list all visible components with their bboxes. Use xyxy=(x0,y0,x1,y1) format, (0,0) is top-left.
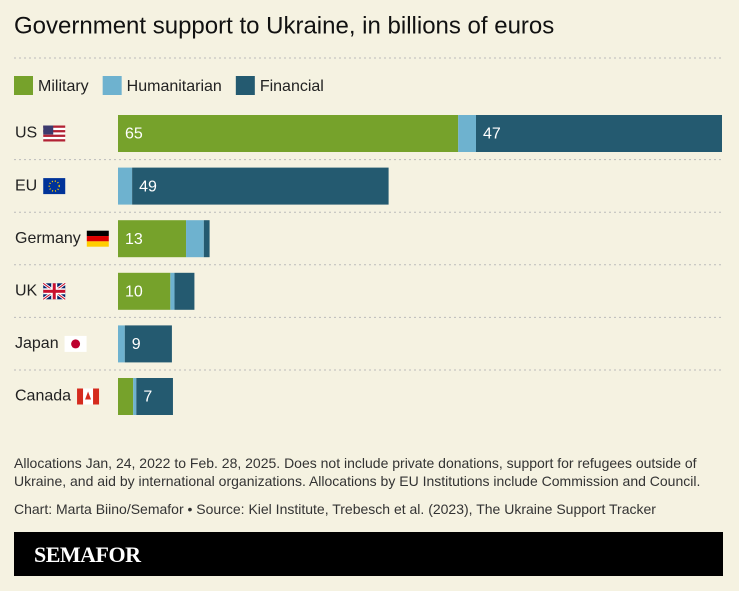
legend-swatch xyxy=(102,76,122,95)
chart: Government support to Ukraine, in billio… xyxy=(14,12,723,415)
flag-part xyxy=(86,241,109,247)
data-label: 65 xyxy=(125,126,143,143)
flag-part xyxy=(43,178,66,195)
bar-segment xyxy=(118,272,171,310)
data-label: 9 xyxy=(132,336,141,353)
flag-part xyxy=(43,125,54,135)
bar-segment xyxy=(118,115,459,152)
data-label: 47 xyxy=(483,126,501,143)
flag-part xyxy=(48,180,60,192)
flag-part xyxy=(43,139,66,142)
chart-title: Government support to Ukraine, in billio… xyxy=(14,12,554,39)
flag-part xyxy=(93,388,100,405)
data-label: 10 xyxy=(125,284,143,301)
flag-part xyxy=(85,391,92,400)
flag-part xyxy=(86,236,109,242)
brand: SEMAFOR xyxy=(34,542,141,567)
flag-part xyxy=(86,230,109,237)
flag xyxy=(77,388,100,405)
bar-segment xyxy=(458,115,477,152)
category-label: UK xyxy=(15,283,38,300)
bar-segment xyxy=(170,272,175,310)
bar-segment xyxy=(203,220,210,258)
bar-segment xyxy=(118,378,134,415)
brand-bar: SEMAFOR xyxy=(14,532,723,576)
flag-part xyxy=(71,339,81,349)
legend-label: Financial xyxy=(260,78,324,95)
bar-segment xyxy=(124,325,172,363)
category-label: Germany xyxy=(15,230,81,247)
category-label: Canada xyxy=(15,388,71,405)
flag xyxy=(43,178,66,195)
bar-segment xyxy=(136,378,173,415)
bar-segment xyxy=(133,378,137,415)
legend-label: Military xyxy=(38,78,89,95)
flag-part xyxy=(77,388,84,405)
data-label: 7 xyxy=(143,389,152,406)
category-label: Japan xyxy=(15,335,59,352)
bar-segment xyxy=(132,167,389,205)
category-label: US xyxy=(15,125,37,142)
data-label: 49 xyxy=(139,178,157,195)
data-label: 13 xyxy=(125,231,143,248)
legend-label: Humanitarian xyxy=(127,78,222,95)
flag-part xyxy=(43,134,66,137)
flag-part xyxy=(43,125,66,128)
flag xyxy=(86,230,109,247)
credit: Chart: Marta Biino/Semafor • Source: Kie… xyxy=(14,501,656,517)
bar-segment xyxy=(186,220,204,258)
bar-segment xyxy=(476,115,722,152)
bar-segment xyxy=(118,220,187,258)
category-label: EU xyxy=(15,177,37,194)
legend-swatch xyxy=(14,76,33,95)
flag-part xyxy=(43,289,66,293)
legend-swatch xyxy=(235,76,255,95)
flag xyxy=(43,125,66,142)
flag xyxy=(64,335,87,352)
bar-segment xyxy=(118,325,125,363)
bar-segment xyxy=(174,272,195,310)
note: Allocations Jan, 24, 2022 to Feb. 28, 20… xyxy=(14,455,701,489)
bar-segment xyxy=(118,167,133,205)
flag xyxy=(42,282,67,301)
flag-part xyxy=(43,130,66,133)
